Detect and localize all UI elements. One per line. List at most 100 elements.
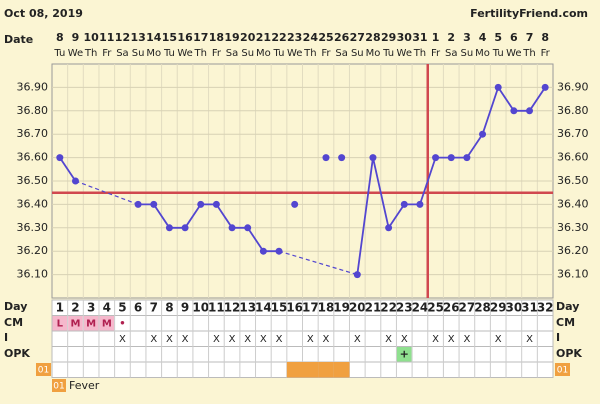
date-number: 17 xyxy=(193,31,208,44)
weekday: We xyxy=(68,48,83,59)
date-number: 10 xyxy=(83,31,99,44)
date-number: 28 xyxy=(365,31,380,44)
day-label: Day xyxy=(4,300,27,313)
weekday: Mo xyxy=(256,48,271,59)
y-tick-label: 36.70 xyxy=(17,127,49,140)
intercourse-mark: X xyxy=(385,334,392,345)
temperature-point xyxy=(526,107,534,115)
cm-cell xyxy=(68,316,83,331)
intercourse-mark: X xyxy=(244,334,251,345)
day-number: 2 xyxy=(71,301,79,315)
intercourse-mark: X xyxy=(526,334,533,345)
date-number: 18 xyxy=(209,31,224,44)
y-tick-label-right: 36.50 xyxy=(557,174,589,187)
cm-value: L xyxy=(57,319,64,330)
temperature-point xyxy=(275,247,283,255)
intercourse-mark: X xyxy=(401,334,408,345)
fever-code-right: 01 xyxy=(557,366,568,376)
y-tick-label: 36.30 xyxy=(17,221,49,234)
cm-label: CM xyxy=(4,316,23,329)
date-number: 15 xyxy=(162,31,177,44)
i-label: I xyxy=(4,331,8,344)
weekday: We xyxy=(287,48,302,59)
temperature-point xyxy=(228,224,236,232)
cm-value: M xyxy=(86,319,96,330)
day-number: 30 xyxy=(506,301,523,315)
y-tick-label-right: 36.40 xyxy=(557,197,589,210)
cm-cell xyxy=(99,316,115,331)
y-tick-label-right: 36.70 xyxy=(557,127,589,140)
day-number: 6 xyxy=(134,301,142,315)
day-number: 32 xyxy=(537,301,554,315)
temperature-point xyxy=(71,177,79,185)
temperature-point xyxy=(541,83,549,91)
weekday: Mo xyxy=(366,48,381,59)
temperature-point xyxy=(463,154,471,162)
date-number: 19 xyxy=(224,31,239,44)
cm-value: M xyxy=(71,319,81,330)
intercourse-mark: X xyxy=(354,334,361,345)
intercourse-mark: X xyxy=(260,334,267,345)
weekday: Th xyxy=(522,48,535,59)
intercourse-mark: X xyxy=(448,334,455,345)
date-number: 1 xyxy=(432,31,440,44)
y-tick-label-right: 36.90 xyxy=(557,80,589,93)
weekday: Mo xyxy=(146,48,161,59)
weekday: Sa xyxy=(445,48,457,59)
temperature-point xyxy=(432,154,440,162)
temperature-point xyxy=(400,200,408,208)
y-tick-label: 36.20 xyxy=(17,244,49,257)
intercourse-mark: X xyxy=(276,334,283,345)
date-number: 25 xyxy=(318,31,333,44)
date-number: 24 xyxy=(303,31,319,44)
discarded-point xyxy=(338,154,346,162)
fever-code: 01 xyxy=(38,366,49,376)
date-number: 23 xyxy=(287,31,302,44)
date-number: 27 xyxy=(350,31,365,44)
weekday: We xyxy=(177,48,192,59)
day-number: 14 xyxy=(255,301,272,315)
day-number: 21 xyxy=(365,301,382,315)
fever-cell xyxy=(333,362,350,378)
y-tick-label-right: 36.30 xyxy=(557,221,589,234)
temperature-point xyxy=(385,224,393,232)
weekday: We xyxy=(506,48,521,59)
day-number: 28 xyxy=(474,301,491,315)
date-number: 21 xyxy=(256,31,271,44)
temperature-point xyxy=(510,107,518,115)
weekday: Tu xyxy=(492,48,504,59)
cm-cell xyxy=(83,316,99,331)
date-number: 22 xyxy=(271,31,286,44)
weekday: Su xyxy=(132,48,145,59)
cm-value: M xyxy=(102,319,112,330)
fever-cell xyxy=(286,362,303,378)
temperature-point xyxy=(197,200,205,208)
date-number: 16 xyxy=(177,31,193,44)
weekday: Tu xyxy=(273,48,285,59)
date-number: 9 xyxy=(72,31,80,44)
day-number: 16 xyxy=(286,301,303,315)
temperature-point xyxy=(416,200,424,208)
y-tick-label-right: 36.60 xyxy=(557,151,589,164)
y-tick-label: 36.50 xyxy=(17,174,49,187)
weekday: Su xyxy=(241,48,254,59)
opk-value: + xyxy=(400,348,409,361)
intercourse-mark: X xyxy=(432,334,439,345)
legend-label: Fever xyxy=(69,379,100,392)
weekday: Fr xyxy=(321,48,331,59)
day-number: 20 xyxy=(349,301,366,315)
i-label-right: I xyxy=(556,331,560,344)
temperature-point xyxy=(479,130,487,138)
y-tick-label: 36.40 xyxy=(17,197,49,210)
date-label: Date xyxy=(4,33,33,46)
temperature-point xyxy=(259,247,267,255)
intercourse-mark: X xyxy=(463,334,470,345)
day-number: 11 xyxy=(208,301,225,315)
y-tick-label: 36.10 xyxy=(17,268,49,281)
weekday: Fr xyxy=(541,48,551,59)
date-number: 14 xyxy=(146,31,162,44)
intercourse-mark: X xyxy=(495,334,502,345)
intercourse-mark: X xyxy=(307,334,314,345)
weekday: Th xyxy=(84,48,97,59)
